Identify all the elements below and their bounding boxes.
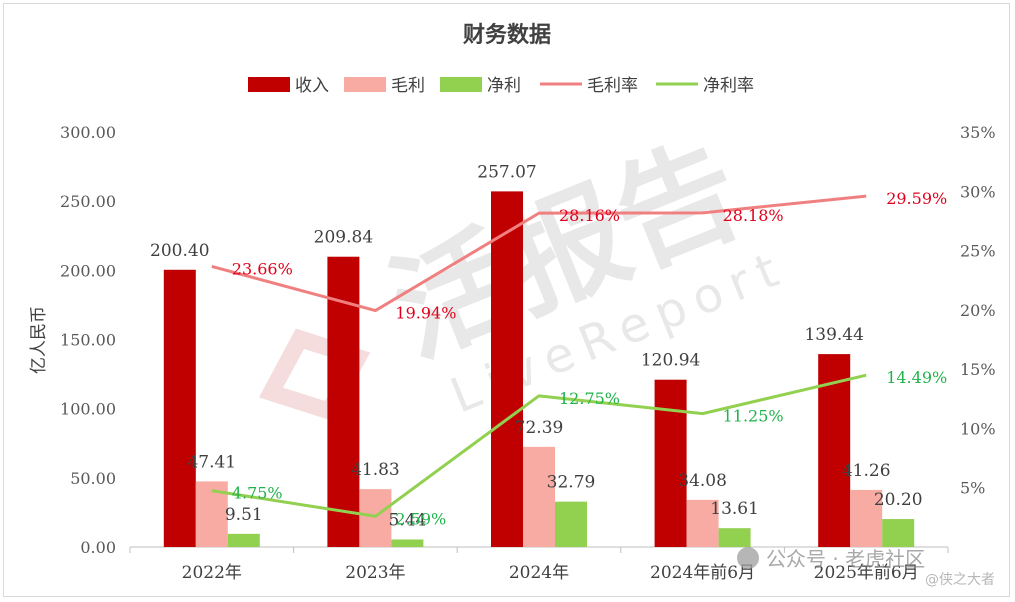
data-label-收入: 209.84 xyxy=(314,228,373,248)
y-tick-label: 0.00 xyxy=(80,538,116,557)
legend-label-毛利: 毛利 xyxy=(391,76,425,96)
x-tick-label: 2024年 xyxy=(509,563,569,583)
bar-毛利 xyxy=(686,499,719,547)
data-label-净利率: 12.75% xyxy=(559,389,620,408)
y-axis-label: 亿人民币 xyxy=(29,306,49,374)
legend-label-净利率: 净利率 xyxy=(703,76,754,96)
watermark-handle: @侠之大者 xyxy=(925,572,995,588)
legend-label-毛利率: 毛利率 xyxy=(587,76,638,96)
y2-tick-label: 10% xyxy=(960,419,996,438)
x-tick-label: 2023年 xyxy=(345,563,405,583)
legend-label-收入: 收入 xyxy=(295,76,329,96)
data-label-毛利: 47.41 xyxy=(187,452,236,472)
line-毛利率 xyxy=(211,194,867,313)
y-tick-label: 150.00 xyxy=(60,331,116,350)
data-label-净利: 13.61 xyxy=(710,499,759,519)
y2-tick-label: 35% xyxy=(960,123,996,142)
data-label-净利: 5.44 xyxy=(388,510,426,530)
wechat-account-watermark: 公众号 · 老虎社区@侠之大者 xyxy=(737,547,995,588)
data-label-收入: 139.44 xyxy=(804,325,863,345)
data-label-毛利率: 28.16% xyxy=(559,206,620,225)
bar-毛利 xyxy=(359,489,392,547)
legend-swatch-净利 xyxy=(440,77,482,92)
data-label-净利率: 14.49% xyxy=(886,368,947,387)
line-净利率 xyxy=(211,373,867,518)
data-label-毛利率: 23.66% xyxy=(232,259,293,278)
watermark-diamond-icon xyxy=(258,328,371,422)
data-label-收入: 120.94 xyxy=(641,351,700,371)
wechat-icon xyxy=(737,547,759,569)
y2-tick-label: 5% xyxy=(960,479,985,498)
bar-净利 xyxy=(227,533,260,547)
x-tick-label: 2022年 xyxy=(182,563,242,583)
data-label-净利: 9.51 xyxy=(225,505,263,525)
legend-swatch-毛利 xyxy=(344,77,386,92)
watermark-account: 公众号 · 老虎社区 xyxy=(766,547,925,571)
y-tick-label: 250.00 xyxy=(60,192,116,211)
y-tick-label: 50.00 xyxy=(70,469,116,488)
legend-label-净利: 净利 xyxy=(487,76,521,96)
chart-title: 财务数据 xyxy=(463,22,551,48)
data-label-毛利率: 28.18% xyxy=(723,206,784,225)
data-label-毛利: 72.39 xyxy=(515,418,564,438)
data-label-毛利: 41.83 xyxy=(351,460,400,480)
bar-净利 xyxy=(882,519,915,547)
bar-收入 xyxy=(491,191,523,547)
bar-净利 xyxy=(718,528,751,547)
data-label-净利率: 11.25% xyxy=(723,407,784,426)
y2-tick-label: 25% xyxy=(960,242,996,261)
chart-frame xyxy=(3,3,1010,597)
bar-毛利 xyxy=(850,489,883,547)
data-label-净利: 20.20 xyxy=(874,490,923,510)
data-label-净利率: 4.75% xyxy=(232,484,283,503)
y2-tick-label: 30% xyxy=(960,182,996,201)
x-tick-label: 2024年前6月 xyxy=(650,563,755,583)
data-label-净利: 32.79 xyxy=(547,473,596,493)
bar-净利 xyxy=(555,501,587,547)
bar-收入 xyxy=(163,269,196,547)
data-label-收入: 200.40 xyxy=(150,241,209,261)
data-label-毛利率: 29.59% xyxy=(886,189,947,208)
y-tick-label: 100.00 xyxy=(60,400,116,419)
bar-净利 xyxy=(391,539,424,547)
x-tick-label: 2025年前6月 xyxy=(814,563,919,583)
y2-tick-label: 15% xyxy=(960,360,996,379)
legend-swatch-收入 xyxy=(248,77,290,92)
bar-收入 xyxy=(654,379,687,547)
data-label-净利率: 2.59% xyxy=(395,509,446,528)
data-label-毛利: 41.26 xyxy=(842,461,891,481)
data-label-毛利: 34.08 xyxy=(678,471,727,491)
y-tick-label: 200.00 xyxy=(60,261,116,280)
y2-tick-label: 20% xyxy=(960,301,996,320)
bar-毛利 xyxy=(523,446,555,547)
y-tick-label: 300.00 xyxy=(60,123,116,142)
data-label-毛利率: 19.94% xyxy=(395,304,456,323)
data-label-收入: 257.07 xyxy=(477,162,536,182)
